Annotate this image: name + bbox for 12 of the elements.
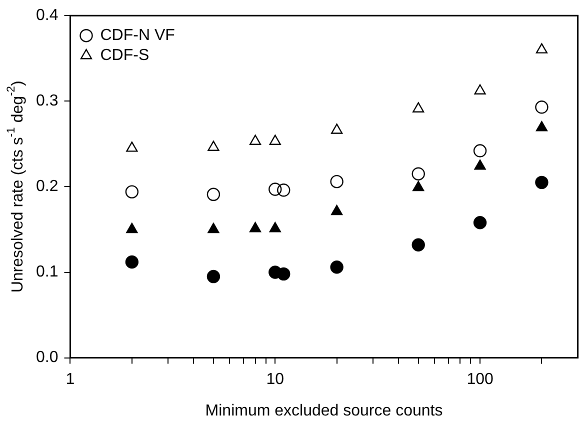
x-tick-label: 1 bbox=[66, 370, 75, 388]
y-axis-title: Unresolved rate (cts s-1 deg-2) bbox=[6, 80, 26, 293]
x-tick-label: 10 bbox=[266, 370, 284, 388]
y-tick-label: 0.3 bbox=[36, 92, 58, 110]
x-axis-title: Minimum excluded source counts bbox=[205, 402, 443, 420]
y-tick-label: 0.1 bbox=[36, 264, 58, 281]
legend-label: CDF-S bbox=[100, 47, 150, 64]
legend-label: CDF-N VF bbox=[100, 27, 176, 44]
y-tick-label: 0.2 bbox=[36, 178, 58, 196]
x-tick-label: 100 bbox=[466, 370, 494, 388]
y-tick-label: 0.4 bbox=[36, 7, 58, 24]
y-tick-label: 0.0 bbox=[36, 349, 58, 366]
